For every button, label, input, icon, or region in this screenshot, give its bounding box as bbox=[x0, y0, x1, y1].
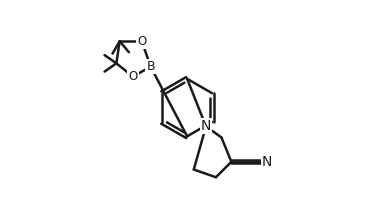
Text: N: N bbox=[262, 155, 272, 169]
Text: B: B bbox=[146, 60, 155, 73]
Text: N: N bbox=[201, 119, 211, 133]
Text: O: O bbox=[137, 35, 147, 48]
Text: O: O bbox=[128, 70, 138, 83]
